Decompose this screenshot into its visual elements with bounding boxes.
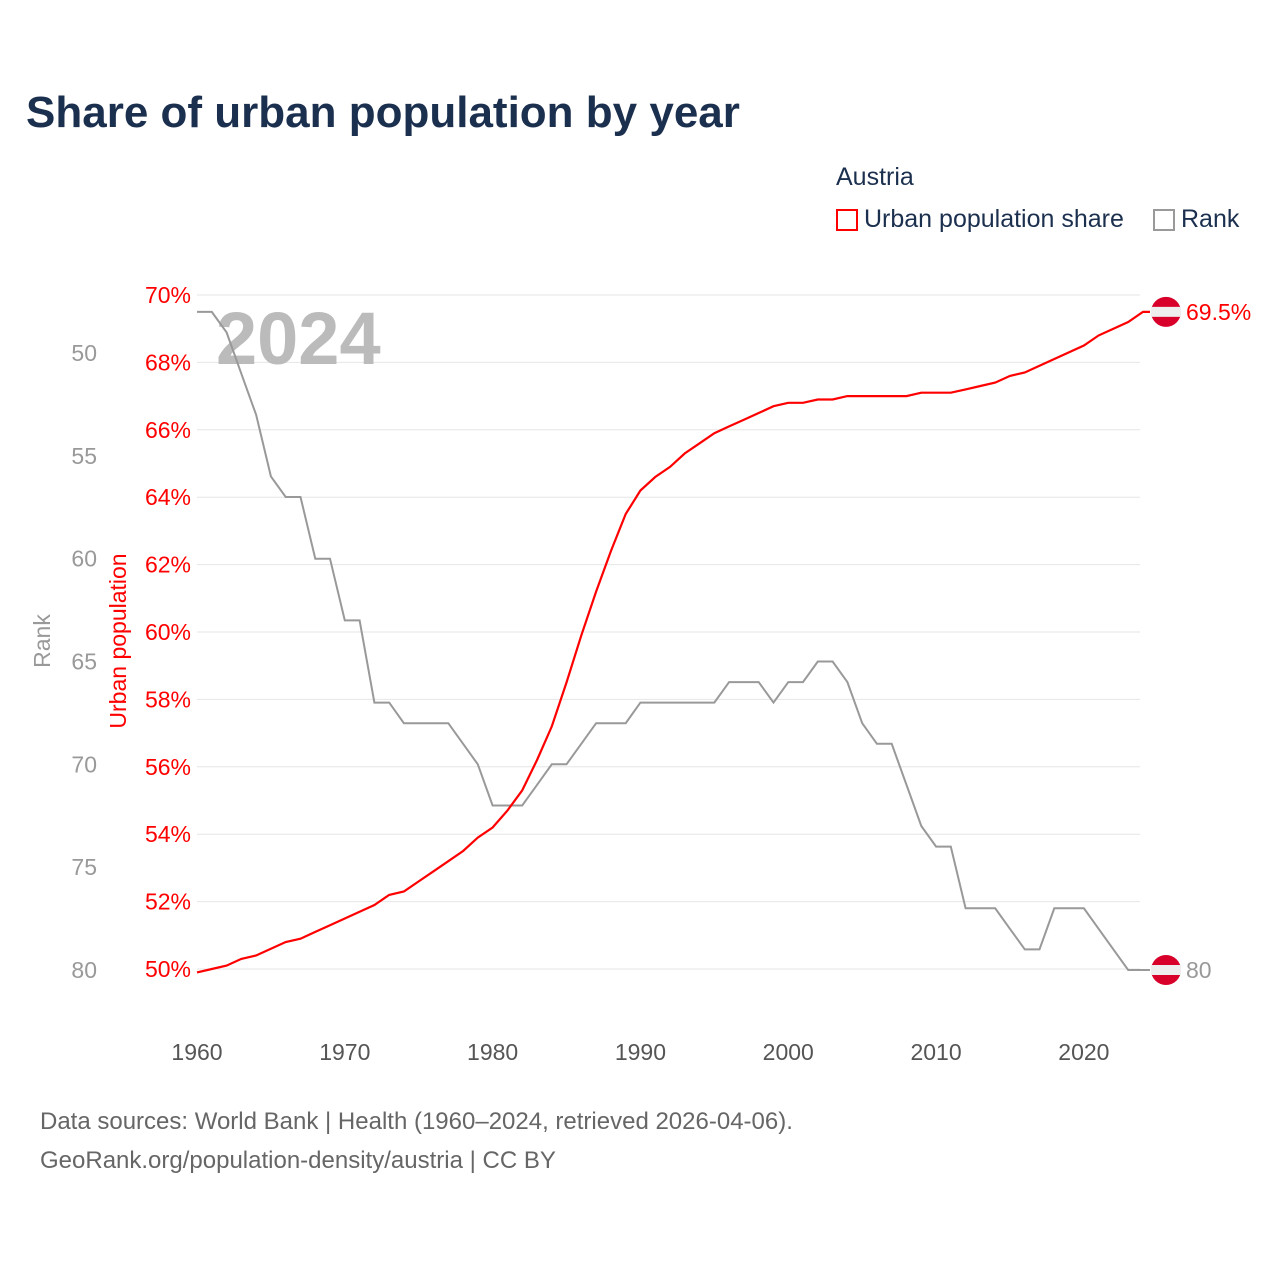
y-tick-label-left: 70% [145, 282, 191, 308]
y-tick-label-left: 54% [145, 821, 191, 847]
footer-sources: Data sources: World Bank | Health (1960–… [40, 1108, 793, 1135]
y-tick-label-left: 60% [145, 619, 191, 645]
end-label-rank: 80 [1186, 957, 1212, 983]
legend-label: Rank [1181, 205, 1240, 233]
x-tick-label: 2020 [1058, 1039, 1109, 1065]
series-line-urban [196, 310, 1151, 974]
legend-label: Urban population share [864, 205, 1124, 233]
legend-swatch-gray [1153, 208, 1175, 231]
x-tick-label: 2010 [910, 1039, 961, 1065]
legend-item-urban[interactable]: Urban population share [836, 205, 1124, 234]
y-axis-title-rank: Rank [29, 614, 55, 668]
austria-flag-icon-stripe [1151, 306, 1181, 317]
y-tick-label-left: 50% [145, 956, 191, 982]
series-line-rank [197, 310, 1150, 971]
x-tick-label: 1990 [615, 1039, 666, 1065]
y-tick-label-rank: 70 [71, 751, 97, 777]
year-watermark: 2024 [216, 297, 381, 380]
y-tick-label-left: 66% [145, 417, 191, 443]
x-tick-label: 1970 [319, 1039, 370, 1065]
footer-link[interactable]: GeoRank.org/population-density/austria |… [40, 1147, 556, 1174]
y-tick-label-rank: 60 [71, 546, 97, 572]
y-tick-label-left: 64% [145, 484, 191, 510]
end-label-urban: 69.5% [1186, 299, 1251, 325]
y-tick-label-left: 68% [145, 349, 191, 375]
y-tick-label-rank: 65 [71, 649, 97, 675]
legend-item-rank[interactable]: Rank [1153, 205, 1239, 234]
y-tick-label-rank: 55 [71, 443, 97, 469]
y-tick-label-rank: 75 [71, 854, 97, 880]
austria-flag-icon-stripe [1151, 965, 1181, 975]
x-tick-label: 1960 [171, 1039, 222, 1065]
y-tick-label-rank: 50 [71, 340, 97, 366]
y-axis-title-left: Urban population [105, 553, 131, 728]
y-tick-label-left: 56% [145, 754, 191, 780]
legend-swatch-red [836, 208, 858, 231]
y-tick-label-left: 58% [145, 686, 191, 712]
x-tick-label: 1980 [467, 1039, 518, 1065]
y-tick-label-left: 52% [145, 889, 191, 915]
x-tick-label: 2000 [763, 1039, 814, 1065]
y-tick-label-left: 62% [145, 552, 191, 578]
chart-title: Share of urban population by year [26, 88, 740, 137]
y-tick-label-rank: 80 [71, 957, 97, 983]
legend-title: Austria [836, 163, 914, 191]
